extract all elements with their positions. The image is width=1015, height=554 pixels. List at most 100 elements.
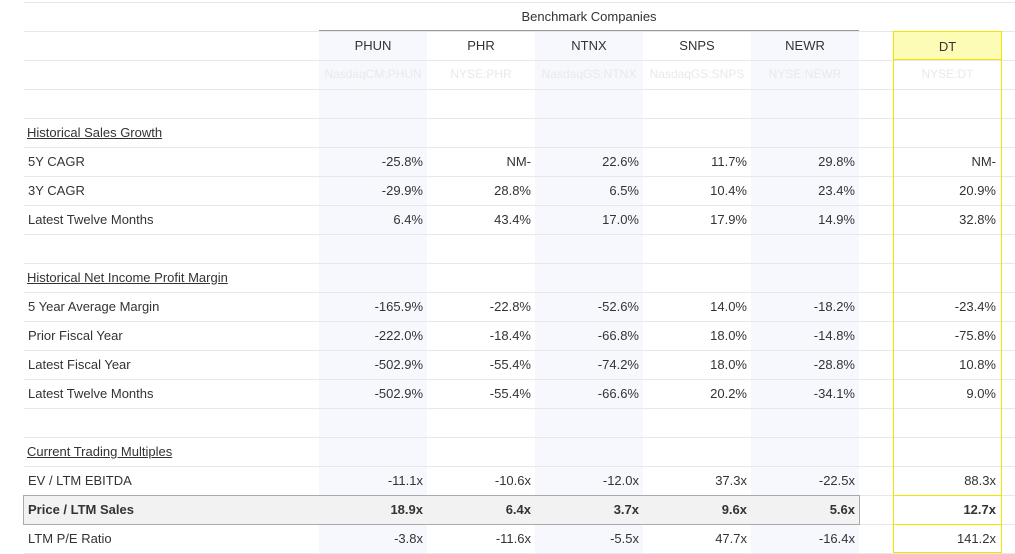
value-cell-newr: 23.4% (818, 183, 855, 198)
value-cell-newr: -34.1% (813, 386, 855, 401)
row-divider (24, 292, 1015, 293)
row-divider (24, 89, 1015, 90)
row-divider (24, 263, 1015, 264)
value-cell-phr: NM- (506, 154, 531, 169)
value-cell-target: 10.8% (959, 357, 996, 372)
value-cell-newr: -16.4x (818, 531, 855, 546)
value-cell-target: 9.0% (966, 386, 996, 401)
value-cell-newr: -14.8% (813, 328, 855, 343)
value-cell-phr: -11.6x (495, 531, 531, 546)
ticker-target: NYSE:DT (921, 67, 974, 81)
value-cell-ntnx: 22.6% (602, 154, 639, 169)
row-divider (24, 437, 1015, 438)
value-cell-phr: -55.4% (489, 386, 531, 401)
value-cell-snps: 20.2% (710, 386, 747, 401)
value-cell-target: NM- (971, 154, 996, 169)
ticker-newr: NYSE:NEWR (768, 67, 842, 81)
value-cell-phun: -222.0% (374, 328, 423, 343)
target-bottom-border (893, 552, 1002, 553)
row-label: Prior Fiscal Year (28, 328, 123, 343)
value-cell-phr: 28.8% (494, 183, 531, 198)
target-column-frame (893, 31, 1002, 553)
ticker-ntnx: NasdaqGS:NTNX (541, 67, 637, 81)
value-cell-newr: -18.2% (813, 299, 855, 314)
value-cell-ntnx: -52.6% (597, 299, 639, 314)
value-cell-snps: 17.9% (710, 212, 747, 227)
section-heading: Current Trading Multiples (27, 444, 173, 459)
row-label: EV / LTM EBITDA (28, 473, 132, 488)
value-cell-newr: 29.8% (818, 154, 855, 169)
value-cell-ntnx: 17.0% (602, 212, 639, 227)
value-cell-target: 20.9% (959, 183, 996, 198)
value-cell-target: 88.3x (964, 473, 996, 488)
value-cell-phun: -29.9% (381, 183, 423, 198)
benchmark-underline (319, 30, 859, 31)
value-cell-phun: -3.8x (394, 531, 423, 546)
value-cell-snps: 47.7x (715, 531, 747, 546)
value-cell-ntnx: 3.7x (613, 502, 639, 517)
value-cell-ntnx: -66.6% (597, 386, 639, 401)
value-cell-newr: -28.8% (813, 357, 855, 372)
row-label: Latest Twelve Months (28, 386, 154, 401)
column-header-phr: PHR (467, 38, 495, 53)
value-cell-snps: 14.0% (710, 299, 747, 314)
value-cell-phr: -18.4% (489, 328, 531, 343)
value-cell-phun: -502.9% (374, 386, 423, 401)
row-divider (24, 321, 1015, 322)
value-cell-target: 32.8% (959, 212, 996, 227)
section-heading: Historical Sales Growth (27, 125, 163, 140)
row-label: Latest Twelve Months (28, 212, 154, 227)
value-cell-phr: 43.4% (494, 212, 531, 227)
row-divider (24, 118, 1015, 119)
row-label: 3Y CAGR (28, 183, 85, 198)
value-cell-phun: -11.1x (387, 473, 423, 488)
value-cell-target: 141.2x (956, 531, 996, 546)
row-label: Price / LTM Sales (28, 502, 134, 517)
value-cell-newr: 14.9% (818, 212, 855, 227)
row-divider (24, 31, 1015, 32)
value-cell-phun: -25.8% (381, 154, 423, 169)
section-heading: Historical Net Income Profit Margin (27, 270, 228, 285)
value-cell-snps: 18.0% (710, 328, 747, 343)
row-divider (24, 147, 1015, 148)
value-cell-ntnx: -66.8% (597, 328, 639, 343)
value-cell-ntnx: -12.0x (602, 473, 639, 488)
value-cell-target: -75.8% (954, 328, 996, 343)
value-cell-target: -23.4% (954, 299, 996, 314)
value-cell-phr: -55.4% (489, 357, 531, 372)
row-label: Latest Fiscal Year (28, 357, 131, 372)
value-cell-phun: -165.9% (374, 299, 423, 314)
value-cell-newr: -22.5x (818, 473, 855, 488)
target-highlight-box (893, 495, 1002, 525)
row-label: LTM P/E Ratio (28, 531, 112, 546)
benchmark-title: Benchmark Companies (521, 9, 657, 24)
column-header-phun: PHUN (354, 38, 392, 53)
ticker-phun: NasdaqCM:PHUN (324, 67, 422, 81)
value-cell-snps: 11.7% (711, 154, 747, 169)
row-divider (24, 408, 1015, 409)
value-cell-phun: 6.4% (393, 212, 423, 227)
row-divider (24, 205, 1015, 206)
value-cell-snps: 9.6x (721, 502, 747, 517)
ticker-phr: NYSE:PHR (450, 67, 512, 81)
value-cell-phr: 6.4x (505, 502, 531, 517)
column-header-newr: NEWR (785, 38, 825, 53)
row-divider (24, 234, 1015, 235)
value-cell-ntnx: 6.5% (609, 183, 639, 198)
row-divider (24, 176, 1015, 177)
column-header-target: DT (893, 31, 1002, 60)
column-header-ntnx: NTNX (571, 38, 607, 53)
value-cell-phr: -10.6x (494, 473, 531, 488)
value-cell-phun: 18.9x (390, 502, 423, 517)
row-divider (24, 2, 1015, 3)
row-divider (24, 379, 1015, 380)
row-divider (24, 350, 1015, 351)
column-header-snps: SNPS (679, 38, 715, 53)
value-cell-phr: -22.8% (489, 299, 531, 314)
value-cell-snps: 18.0% (710, 357, 747, 372)
row-divider (24, 466, 1015, 467)
row-label: 5 Year Average Margin (28, 299, 160, 314)
value-cell-ntnx: -74.2% (597, 357, 639, 372)
row-divider (24, 60, 1015, 61)
value-cell-snps: 37.3x (715, 473, 747, 488)
